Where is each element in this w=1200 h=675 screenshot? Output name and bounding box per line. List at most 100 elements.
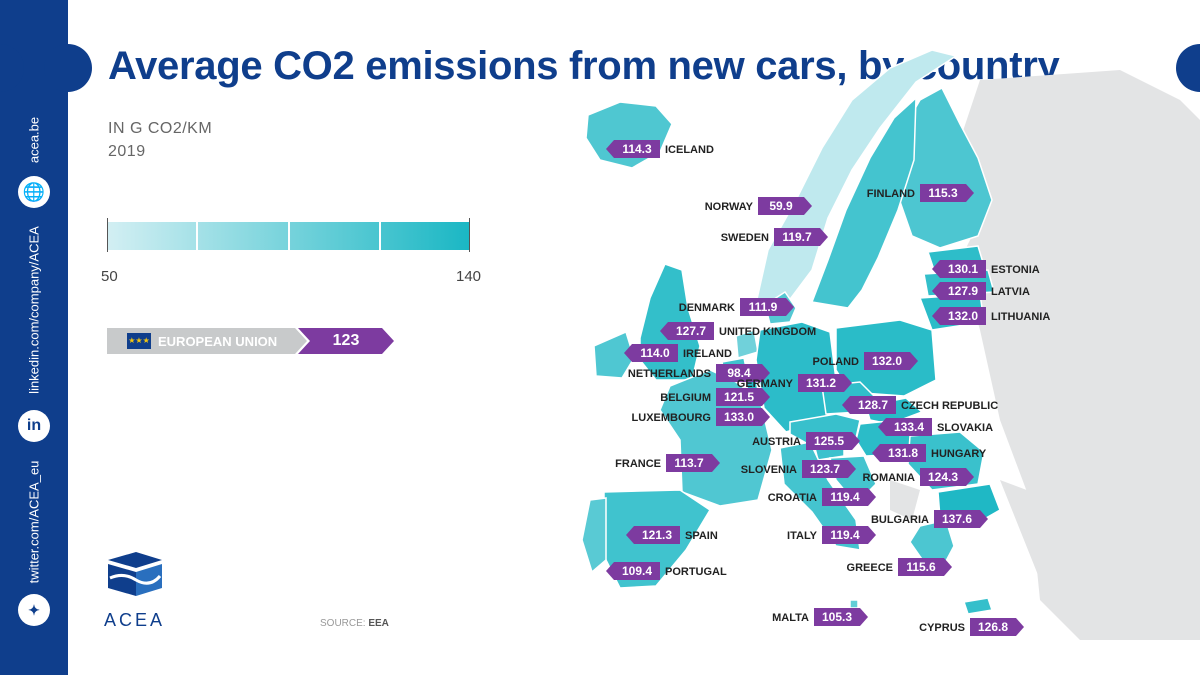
value-label-estonia: 130.1 xyxy=(948,262,978,276)
value-label-france: 113.7 xyxy=(674,456,704,470)
value-tag-cyprus xyxy=(970,618,1024,636)
value-tag-latvia xyxy=(932,282,986,300)
unit-label: IN G CO2/KM xyxy=(108,120,213,137)
country-label-bulgaria: BULGARIA xyxy=(871,514,929,526)
value-label-austria: 125.5 xyxy=(814,434,844,448)
country-label-netherlands: NETHERLANDS xyxy=(628,368,711,380)
value-tag-norway xyxy=(758,197,812,215)
value-label-spain: 121.3 xyxy=(642,528,672,542)
linkedin-icon[interactable]: in xyxy=(18,410,50,442)
value-tag-luxembourg xyxy=(716,408,770,426)
country-shape-iceland xyxy=(585,101,673,169)
value-tag-estonia xyxy=(932,260,986,278)
country-shape-italy xyxy=(779,441,861,551)
value-label-united-kingdom: 127.7 xyxy=(676,324,706,338)
value-label-hungary: 131.8 xyxy=(888,446,918,460)
value-label-germany: 131.2 xyxy=(806,376,836,390)
value-label-greece: 115.6 xyxy=(906,560,936,574)
country-label-norway: NORWAY xyxy=(705,201,754,213)
value-tag-finland xyxy=(920,184,974,202)
value-tag-croatia xyxy=(822,488,876,506)
value-label-belgium: 121.5 xyxy=(724,390,754,404)
value-tag-greece xyxy=(898,558,952,576)
country-label-lithuania: LITHUANIA xyxy=(991,311,1050,323)
value-tag-romania xyxy=(920,468,974,486)
country-shape-malta xyxy=(849,599,859,609)
value-tag-denmark xyxy=(740,298,794,316)
value-label-slovenia: 123.7 xyxy=(810,462,840,476)
legend-max-label: 140 xyxy=(456,268,482,285)
value-label-luxembourg: 133.0 xyxy=(724,410,754,424)
value-label-slovakia: 133.4 xyxy=(894,420,924,434)
country-label-cyprus: CYPRUS xyxy=(919,622,965,634)
value-tag-united-kingdom xyxy=(660,322,714,340)
color-scale-legend xyxy=(107,222,470,250)
value-tag-czech-republic xyxy=(842,396,896,414)
eu-label: EUROPEAN UNION xyxy=(158,334,278,349)
country-label-romania: ROMANIA xyxy=(862,472,915,484)
value-label-iceland: 114.3 xyxy=(622,142,652,156)
country-label-finland: FINLAND xyxy=(867,188,915,200)
country-label-italy: ITALY xyxy=(787,530,818,542)
value-label-czech-republic: 128.7 xyxy=(858,398,888,412)
legend-tick-min xyxy=(107,218,108,252)
value-label-denmark: 111.9 xyxy=(749,300,778,314)
value-label-norway: 59.9 xyxy=(769,199,793,213)
country-label-united-kingdom: UNITED KINGDOM xyxy=(719,326,816,338)
country-label-france: FRANCE xyxy=(615,458,661,470)
value-label-latvia: 127.9 xyxy=(948,284,978,298)
acea-logo-icon xyxy=(108,552,162,596)
value-label-bulgaria: 137.6 xyxy=(942,512,972,526)
sidebar: acea.be 🌐 linkedin.com/company/ACEA in t… xyxy=(0,0,68,675)
value-tag-slovenia xyxy=(802,460,856,478)
value-label-croatia: 119.4 xyxy=(830,490,860,504)
country-label-slovakia: SLOVAKIA xyxy=(937,422,993,434)
value-tag-sweden xyxy=(774,228,828,246)
country-label-latvia: LATVIA xyxy=(991,286,1030,298)
value-tag-portugal xyxy=(606,562,660,580)
country-label-sweden: SWEDEN xyxy=(721,232,769,244)
twitter-link[interactable]: twitter.com/ACEA_eu xyxy=(26,460,42,584)
country-label-germany: GERMANY xyxy=(737,378,794,390)
country-label-malta: MALTA xyxy=(772,612,809,624)
country-label-austria: AUSTRIA xyxy=(752,436,801,448)
country-label-croatia: CROATIA xyxy=(768,492,817,504)
country-label-greece: GREECE xyxy=(847,562,893,574)
value-tag-netherlands xyxy=(716,364,770,382)
website-link[interactable]: acea.be xyxy=(26,116,42,164)
map-background-shapes xyxy=(890,70,1200,640)
country-label-czech-republic: CZECH REPUBLIC xyxy=(901,400,998,412)
country-label-denmark: DENMARK xyxy=(679,302,735,314)
country-shape-sweden xyxy=(810,96,917,309)
globe-icon[interactable]: 🌐 xyxy=(18,176,50,208)
country-label-belgium: BELGIUM xyxy=(660,392,711,404)
value-tag-spain xyxy=(626,526,680,544)
value-tag-belgium xyxy=(716,388,770,406)
value-tag-malta xyxy=(814,608,868,626)
value-tag-france xyxy=(666,454,720,472)
country-label-hungary: HUNGARY xyxy=(931,448,987,460)
value-tag-bulgaria xyxy=(934,510,988,528)
value-label-poland: 132.0 xyxy=(872,354,902,368)
value-label-finland: 115.3 xyxy=(928,186,958,200)
country-labels: 114.3 ICELAND 59.9 NORWAY 115.3 FINLAND 119.7 S… xyxy=(606,140,1050,636)
acea-logo-text: ACEA xyxy=(104,610,166,630)
value-label-portugal: 109.4 xyxy=(622,564,652,578)
value-tag-ireland xyxy=(624,344,678,362)
value-label-lithuania: 132.0 xyxy=(948,309,978,323)
year-label: 2019 xyxy=(108,143,146,160)
country-shape-ireland xyxy=(593,330,635,379)
country-shape-finland xyxy=(895,86,993,249)
country-label-ireland: IRELAND xyxy=(683,348,732,360)
twitter-icon[interactable]: ✦ xyxy=(18,594,50,626)
country-label-iceland: ICELAND xyxy=(665,144,714,156)
linkedin-link[interactable]: linkedin.com/company/ACEA xyxy=(26,226,42,394)
eu-flag-icon: ★★★ xyxy=(127,333,151,349)
country-label-luxembourg: LUXEMBOURG xyxy=(632,412,711,424)
source-note: SOURCE: EEA xyxy=(320,618,389,629)
value-label-ireland: 114.0 xyxy=(640,346,670,360)
value-tag-lithuania xyxy=(932,307,986,325)
value-label-romania: 124.3 xyxy=(928,470,958,484)
country-shape-cyprus xyxy=(963,597,993,615)
eu-value: 123 xyxy=(298,328,394,354)
